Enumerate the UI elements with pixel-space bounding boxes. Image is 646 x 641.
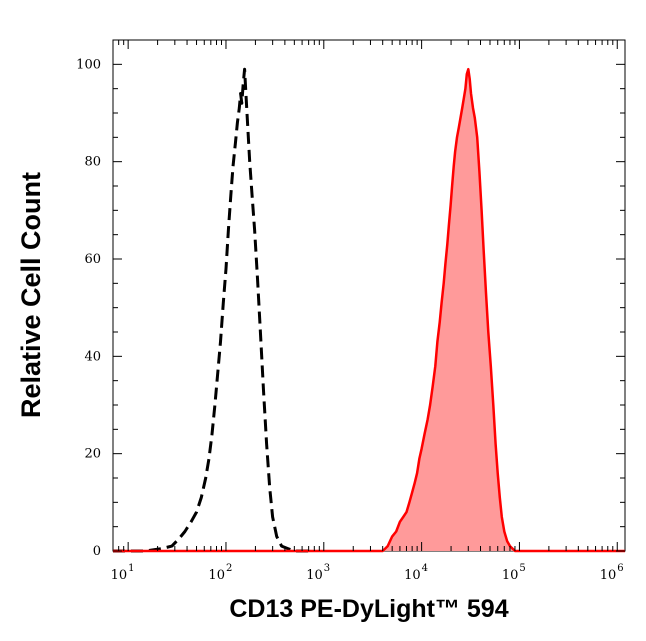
y-tick-label: 80 [84,155,101,170]
y-tick-label: 40 [84,349,101,364]
x-tick-label: 10 [208,568,225,583]
y-axis-ticks: 0 20 40 60 80 100 [76,57,625,559]
x-tick-exponent: 5 [519,563,525,574]
x-tick-label: 10 [404,568,421,583]
x-tick-exponent: 1 [128,563,134,574]
series-layer [113,67,625,553]
plot-frame [112,39,626,552]
x-tick-label: 10 [600,568,617,583]
x-tick-label: 10 [111,568,128,583]
y-tick-label: 60 [84,252,101,267]
x-tick-exponent: 2 [226,563,232,574]
x-tick-label: 10 [502,568,519,583]
y-tick-label: 0 [93,544,101,559]
series-2-fill [113,69,625,551]
y-axis-label: Relative Cell Count [16,172,46,418]
x-tick-exponent: 3 [324,563,330,574]
x-axis-label: CD13 PE-DyLight™ 594 [229,595,508,623]
x-axis-ticks: 10 1 10 2 10 3 10 4 10 5 10 6 [111,40,624,583]
x-tick-label: 10 [306,568,323,583]
x-tick-exponent: 4 [422,563,428,574]
x-tick-exponent: 6 [617,563,623,574]
series-1-line [113,67,309,553]
series-2-line [113,67,625,553]
y-tick-label: 100 [76,57,101,72]
y-tick-label: 20 [84,447,101,462]
